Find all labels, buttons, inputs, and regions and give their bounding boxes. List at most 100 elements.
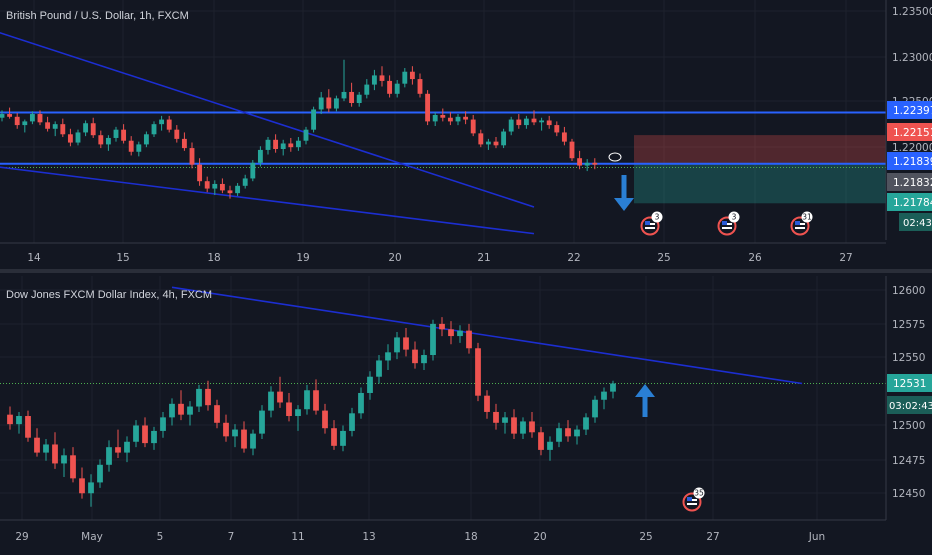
price-tick-label: 1.23000 [892,52,932,64]
candle [52,121,58,137]
candle [529,411,535,438]
candle [22,119,28,133]
candle-body [371,75,377,85]
candle [538,426,544,456]
candle [128,136,134,156]
price-label-text: 1.21784 [893,197,932,209]
candle-body [250,433,256,449]
candle [364,79,370,99]
candle-body [304,390,310,410]
candle [212,180,218,195]
candle [136,141,142,157]
candle [88,474,94,507]
candle [97,459,103,488]
candle-body [478,133,484,145]
candle-body [151,430,157,444]
candle-body [25,416,31,438]
candle [159,115,165,131]
event-count-text: 3 [655,213,660,222]
candle-body [475,348,481,396]
candle [484,390,490,419]
candle-body [106,447,112,465]
candle-body [97,464,103,483]
candle-body [367,376,373,393]
arrow-head [614,198,634,211]
candle [592,158,598,170]
candle [341,59,347,102]
candle [242,174,248,189]
candle-body [219,183,225,191]
candle [304,384,310,415]
candle-body [539,120,545,123]
candle-body [22,121,28,126]
candle-body [273,139,279,149]
candle-body [90,123,96,136]
candle-body [412,349,418,364]
candle [556,422,562,448]
time-tick-label: 29 [15,531,28,543]
candle-body [493,411,499,423]
candle [430,319,436,361]
candle [539,117,545,131]
candle [52,432,58,469]
time-tick-label: 21 [477,252,490,264]
candle [601,387,607,410]
candle-body [394,83,400,94]
candle-body [516,119,522,126]
candle-body [232,429,238,437]
candle [592,395,598,423]
candle [466,323,472,354]
candle [113,126,119,142]
candle [546,115,552,129]
candle [417,73,423,98]
candle-body [484,395,490,412]
time-tick-label: 20 [388,252,401,264]
candle [356,91,362,107]
candle [83,120,89,137]
candle-body [268,391,274,411]
candle [448,321,454,345]
time-tick-label: 18 [207,252,220,264]
candle-body [124,441,130,453]
candle [311,106,317,133]
candle-body [14,116,20,126]
candle [0,110,5,122]
time-tick-label: 20 [533,531,546,543]
candle-body [29,114,35,122]
candle [280,139,286,156]
countdown-text: 02:43 [903,218,932,229]
price-label-horizontal-line: 1.22397 [887,101,932,119]
candle [43,439,49,461]
candle-body [313,390,319,411]
price-tick-label: 12575 [892,319,925,331]
price-label-text: 1.21832 [893,177,932,189]
candle [583,413,589,435]
event-count-text: 35 [694,489,704,498]
pane-1: 35 12600 12575 12550 12500 12475 12450 12531 03:… [0,276,932,546]
pane-title-top: British Pound / U.S. Dollar, 1h, FXCM [6,10,189,22]
candle-body [204,181,210,189]
candle-body [52,444,58,464]
candle [531,110,537,126]
candle [358,387,364,419]
price-label-text: 1.22397 [893,105,932,117]
candle [577,150,583,170]
candle [142,417,148,448]
candle-body [7,414,13,425]
flag-canton [795,221,800,225]
flag-stripe [645,227,655,229]
time-axis-bg [0,243,886,269]
candle [16,411,22,434]
time-tick-label: 13 [362,531,375,543]
candle-body [288,143,294,148]
candle-body [67,134,73,143]
candle [151,121,157,138]
candle [160,411,166,438]
candle [121,124,127,144]
candle-body [403,337,409,350]
candle-body [143,134,149,145]
event-count-badge [651,211,663,223]
trend-line [171,286,803,385]
candle-body [439,323,445,330]
